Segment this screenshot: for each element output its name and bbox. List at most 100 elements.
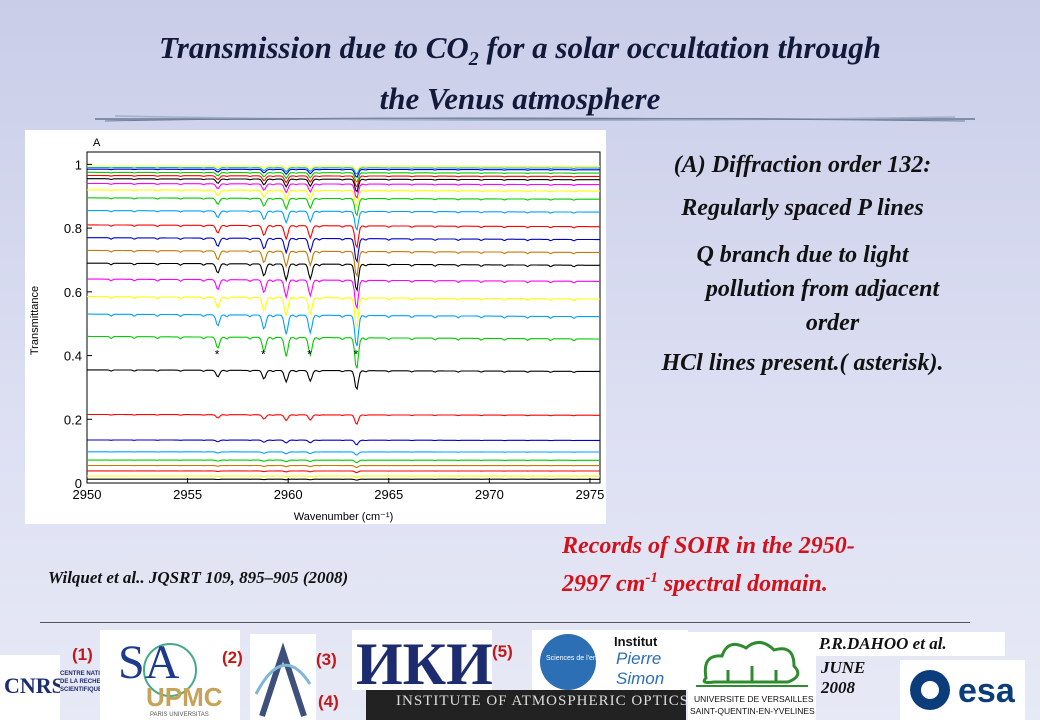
svg-text:CNRS: CNRS [4,673,60,698]
hcl-asterisk-3: * [307,348,312,362]
svg-text:SAINT-QUENTIN-EN-YVELINES: SAINT-QUENTIN-EN-YVELINES [690,706,815,716]
svg-text:PARIS UNIVERSITAS: PARIS UNIVERSITAS [150,712,209,718]
title-underline [95,115,975,122]
iki-logo: ИКИ [352,630,492,690]
series-line-4 [87,171,600,183]
esa-logo: esa [900,660,1025,720]
series-line-7 [87,182,600,199]
date-month: JUNE [821,658,866,677]
marker-5: (5) [492,642,513,661]
series-line-2 [87,167,600,175]
x-tick-label-2: 2955 [173,487,202,502]
title-subscript: 2 [468,48,479,71]
plot-area [86,151,601,484]
y-axis-label: Transmittance [29,286,41,355]
marker-1: (1) [72,645,93,664]
marker-4: (4) [318,692,339,711]
series-line-9 [87,197,600,217]
records-text: Records of SOIR in the 2950- 2997 cm-1 s… [562,530,982,600]
chart-svg: * * * * 2950 2955 2960 2965 2970 2975 0 0.2 0.4 0.6 0.… [29,137,604,523]
sa-upmc-logo: SA UPMC PARIS UNIVERSITAS [100,630,240,720]
series-line-25 [87,470,600,474]
note-q-branch-b: pollution from adjacent [705,276,940,302]
note-p-lines: Regularly spaced P lines [681,195,924,221]
series-line-3 [87,168,600,178]
lisa-logo [250,634,316,720]
series-line-17 [87,313,600,347]
cnrs-caption: CENTRE NATIONAL DE LA RECHERCHE SCIENTIF… [60,671,118,693]
series-line-13 [87,249,600,278]
title-line-1: Transmission due to CO2 for a solar occu… [60,28,980,79]
series-line-19 [87,369,600,391]
series-line-14 [86,262,600,293]
author-block: P.R.DAHOO et al. JUNE 2008 [815,632,1005,698]
title-text-b: for a solar occultation through [478,30,882,65]
series-line-12 [87,237,600,264]
hcl-asterisk-2: * [261,348,266,362]
footer-divider [40,622,970,623]
series-line-16 [87,296,600,328]
series-line-18 [87,335,600,369]
series-line-6 [87,178,600,193]
series-line-1 [87,165,600,172]
cnrs-logo: CNRS [0,655,60,720]
marker-3: (3) [316,650,337,669]
y-tick-label-5: 0.8 [64,221,82,236]
sa-emblem: SA [118,636,197,697]
records-superscript: -1 [645,570,658,586]
y-tick-label-1: 0 [75,476,82,491]
series-line-10 [87,210,600,232]
svg-text:Sciences de l'environnement: Sciences de l'environnement [546,655,635,662]
series-line-24 [87,464,600,468]
author-name: P.R.DAHOO et al. [815,632,1005,656]
series-line-11 [87,224,600,249]
panel-label: A [93,137,101,149]
y-tick-label-2: 0.2 [64,412,82,427]
series-line-22 [87,451,600,456]
svg-text:SA: SA [118,636,180,689]
records-line-1: Records of SOIR in the 2950- [562,533,855,559]
hcl-asterisk-1: * [215,348,220,362]
svg-text:esa: esa [958,672,1016,710]
x-tick-label-5: 2970 [475,487,504,502]
notes-panel: (A) Diffraction order 132: Regularly spa… [600,152,1005,377]
note-q-branch: Q branch due to light pollution from adj… [600,238,1005,340]
svg-text:UPMC: UPMC [146,682,223,712]
uvsq-logo: UNIVERSITE DE VERSAILLES SAINT-QUENTIN-E… [688,632,816,720]
note-q-branch-c: order [805,310,860,336]
y-tick-label-6: 1 [75,157,82,172]
y-tick-label-4: 0.6 [64,285,82,300]
svg-text:Institut: Institut [614,634,658,649]
x-tick-label-1: 2950 [73,487,102,502]
citation: Wilquet et al.. JQSRT 109, 895–905 (2008… [48,568,349,587]
svg-text:ИКИ: ИКИ [356,631,492,690]
y-tick-label-3: 0.4 [64,349,82,364]
series-line-26 [87,475,600,478]
records-line-2a: 2997 cm [562,571,646,597]
series-line-23 [87,459,600,464]
x-tick-label-4: 2965 [374,487,403,502]
records-line-2b: spectral domain. [657,571,828,597]
hcl-asterisk-4: * [354,348,359,362]
note-q-branch-a: Q branch due to light [696,242,909,268]
series-line-8 [87,189,600,208]
series-line-27 [87,478,600,481]
svg-text:Simon: Simon [616,669,664,688]
x-tick-label-6: 2975 [575,487,604,502]
series-line-5 [87,174,600,188]
iao-banner: INSTITUTE OF ATMOSPHERIC OPTICS [366,690,686,720]
series-line-20 [87,413,600,426]
x-tick-label-3: 2960 [274,487,303,502]
note-diffraction-order: (A) Diffraction order 132: [673,152,932,178]
note-hcl: HCl lines present.( asterisk). [661,350,944,376]
date-year: 2008 [821,678,855,697]
slide-title: Transmission due to CO2 for a solar occu… [60,28,980,119]
svg-text:Pierre: Pierre [616,649,661,668]
title-text-a: Transmission due to CO [158,30,469,65]
series-line-15 [87,278,600,310]
title-line-2: the Venus atmosphere [379,81,661,117]
transmittance-chart: * * * * 2950 2955 2960 2965 2970 2975 0 0.2 0.4 0.6 0.… [25,130,606,524]
svg-text:UNIVERSITE DE VERSAILLES: UNIVERSITE DE VERSAILLES [694,694,814,704]
marker-2: (2) [222,648,243,667]
ipsl-logo: Sciences de l'environnement Institut Pie… [532,630,688,690]
